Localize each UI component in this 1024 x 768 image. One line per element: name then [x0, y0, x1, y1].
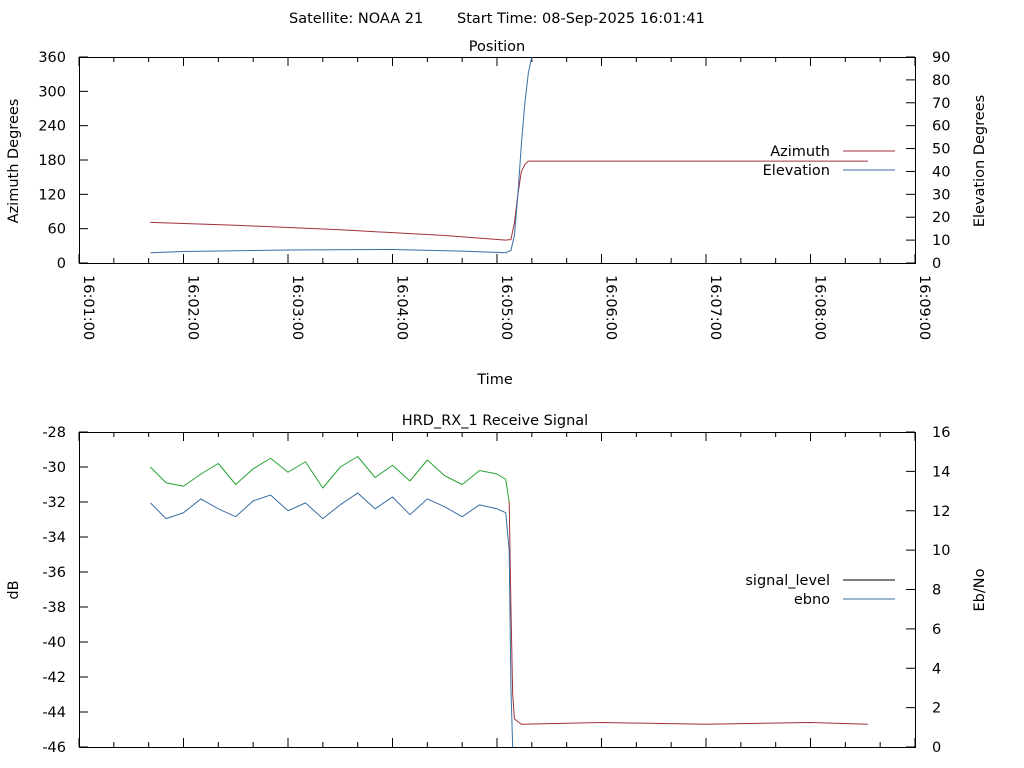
receive-signal-y-ticks: -46 -44 -42 -40 -38 -36 -34 -32 -30 -28	[42, 425, 88, 756]
receive-signal-x-ticks	[78, 432, 916, 747]
legend-label-azimuth: Azimuth	[770, 144, 830, 160]
receive-signal-y-tick-label: -44	[42, 705, 66, 721]
position-x-ticks: 16:01:00 16:02:00 16:03:00 16:04:00 16:05:00…	[78, 57, 932, 340]
azimuth-series-line	[150, 160, 868, 241]
legend-label-signal-level: signal_level	[745, 573, 830, 589]
position-y-tick-label: 180	[38, 153, 66, 169]
legend-label-elevation: Elevation	[763, 163, 830, 179]
receive-signal-y-tick-label: -46	[42, 740, 66, 756]
position-y-ticks: 0 60 120 180 240 300 360	[38, 50, 88, 272]
position-y2-tick-label: 10	[932, 233, 950, 249]
receive-signal-y-axis-label: dB	[6, 580, 22, 599]
position-y2-tick-label: 70	[932, 96, 950, 112]
ebno-series-line	[150, 492, 514, 747]
receive-signal-y-tick-label: -34	[42, 530, 66, 546]
receive-signal-y-tick-label: -32	[42, 495, 66, 511]
signal-level-series-line	[150, 456, 510, 503]
receive-signal-y-tick-label: -38	[42, 600, 66, 616]
signal-level-dropout-series-line	[508, 501, 868, 725]
position-y2-tick-label: 30	[932, 187, 950, 203]
position-x-tick-label: 16:03:00	[289, 275, 305, 340]
receive-signal-chart-title: HRD_RX_1 Receive Signal	[402, 413, 588, 429]
position-y-tick-label: 60	[48, 222, 66, 238]
position-y2-tick-label: 0	[932, 256, 941, 272]
position-x-tick-label: 16:07:00	[707, 275, 723, 340]
receive-signal-y2-tick-label: 6	[932, 622, 941, 638]
elevation-series-line	[150, 57, 533, 254]
satellite-label: Satellite: NOAA 21	[289, 11, 423, 27]
position-x-axis-label: Time	[476, 372, 513, 388]
receive-signal-y-tick-label: -36	[42, 565, 66, 581]
receive-signal-series-lines	[150, 456, 868, 747]
position-y-axis-label: Azimuth Degrees	[6, 99, 22, 224]
position-x-tick-label: 16:04:00	[394, 275, 410, 340]
position-series-lines	[150, 57, 868, 254]
receive-signal-y-tick-label: -30	[42, 460, 66, 476]
position-x-tick-label: 16:01:00	[80, 275, 96, 340]
position-y2-tick-label: 20	[932, 210, 950, 226]
position-x-tick-label: 16:06:00	[603, 275, 619, 340]
position-y2-tick-label: 40	[932, 164, 950, 180]
receive-signal-y2-tick-label: 16	[932, 425, 950, 441]
receive-signal-y2-tick-label: 2	[932, 701, 941, 717]
receive-signal-y-tick-label: -42	[42, 670, 66, 686]
position-y2-tick-label: 90	[932, 50, 950, 66]
receive-signal-y-tick-label: -28	[42, 425, 66, 441]
receive-signal-plot-frame	[79, 432, 916, 748]
receive-signal-y2-tick-label: 0	[932, 740, 941, 756]
position-x-tick-label: 16:09:00	[916, 275, 932, 340]
position-x-tick-label: 16:02:00	[185, 275, 201, 340]
position-y2-ticks: 0 10 20 30 40 50 60 70 80 90	[906, 50, 950, 272]
receive-signal-y2-tick-label: 12	[932, 504, 950, 520]
receive-signal-y2-axis-label: Eb/No	[972, 568, 988, 611]
receive-signal-y2-tick-label: 10	[932, 543, 950, 559]
position-x-tick-label: 16:05:00	[498, 275, 514, 340]
position-y-tick-label: 0	[57, 256, 66, 272]
position-y2-tick-label: 80	[932, 73, 950, 89]
receive-signal-y2-tick-label: 8	[932, 583, 941, 599]
position-y-tick-label: 360	[38, 50, 66, 66]
receive-signal-y2-tick-label: 14	[932, 464, 950, 480]
start-time-label: Start Time: 08-Sep-2025 16:01:41	[457, 11, 705, 27]
position-y-tick-label: 120	[38, 187, 66, 203]
position-y2-tick-label: 60	[932, 119, 950, 135]
position-y2-axis-label: Elevation Degrees	[972, 95, 988, 227]
receive-signal-y2-tick-label: 4	[932, 661, 941, 677]
receive-signal-chart: HRD_RX_1 Receive Signal -46-44-42-40-38-…	[6, 413, 988, 756]
position-chart-title: Position	[469, 39, 525, 55]
position-y2-tick-label: 50	[932, 142, 950, 158]
receive-signal-y-tick-label: -40	[42, 635, 66, 651]
position-y-tick-label: 300	[38, 84, 66, 100]
receive-signal-y2-ticks: 0 2 4 6 8 10 12 14 16	[906, 425, 950, 756]
position-x-tick-label: 16:08:00	[812, 275, 828, 340]
position-chart: Position 16:01:00 16:02:00 16:03:00 16:04:0…	[6, 39, 988, 388]
position-y-tick-label: 240	[38, 119, 66, 135]
position-legend: Azimuth Elevation	[763, 144, 895, 179]
position-plot-frame	[79, 57, 916, 264]
legend-label-ebno: ebno	[794, 592, 830, 608]
